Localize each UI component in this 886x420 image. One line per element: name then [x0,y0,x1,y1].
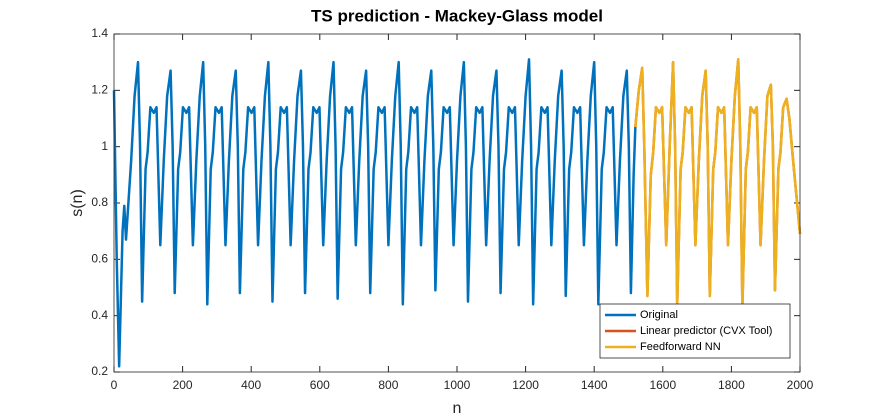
y-tick-label: 0.8 [91,195,108,209]
x-tick-label: 400 [241,378,261,392]
x-tick-label: 2000 [787,378,814,392]
x-tick-label: 1000 [444,378,471,392]
y-tick-label: 0.2 [91,364,108,378]
x-tick-label: 0 [111,378,118,392]
y-tick-label: 0.4 [91,308,108,322]
x-tick-label: 1200 [512,378,539,392]
x-tick-label: 1600 [649,378,676,392]
x-tick-label: 200 [173,378,193,392]
legend-label: Original [640,309,678,321]
series-line [634,58,802,309]
y-tick-label: 1.2 [91,83,108,97]
legend-label: Linear predictor (CVX Tool) [640,325,772,337]
x-tick-label: 1800 [718,378,745,392]
y-tick-label: 0.6 [91,252,108,266]
axes-box [113,33,801,373]
x-tick-label: 1400 [581,378,608,392]
chart-title: TS prediction - Mackey-Glass model [311,6,603,25]
y-tick-label: 1.4 [91,26,108,40]
legend-label: Feedforward NN [640,341,721,353]
y-tick-label: 1 [101,139,108,153]
x-tick-label: 600 [310,378,330,392]
series-line [112,58,637,368]
x-axis-label: n [453,400,462,417]
x-tick-label: 800 [378,378,398,392]
y-axis-label: s(n) [69,189,86,217]
